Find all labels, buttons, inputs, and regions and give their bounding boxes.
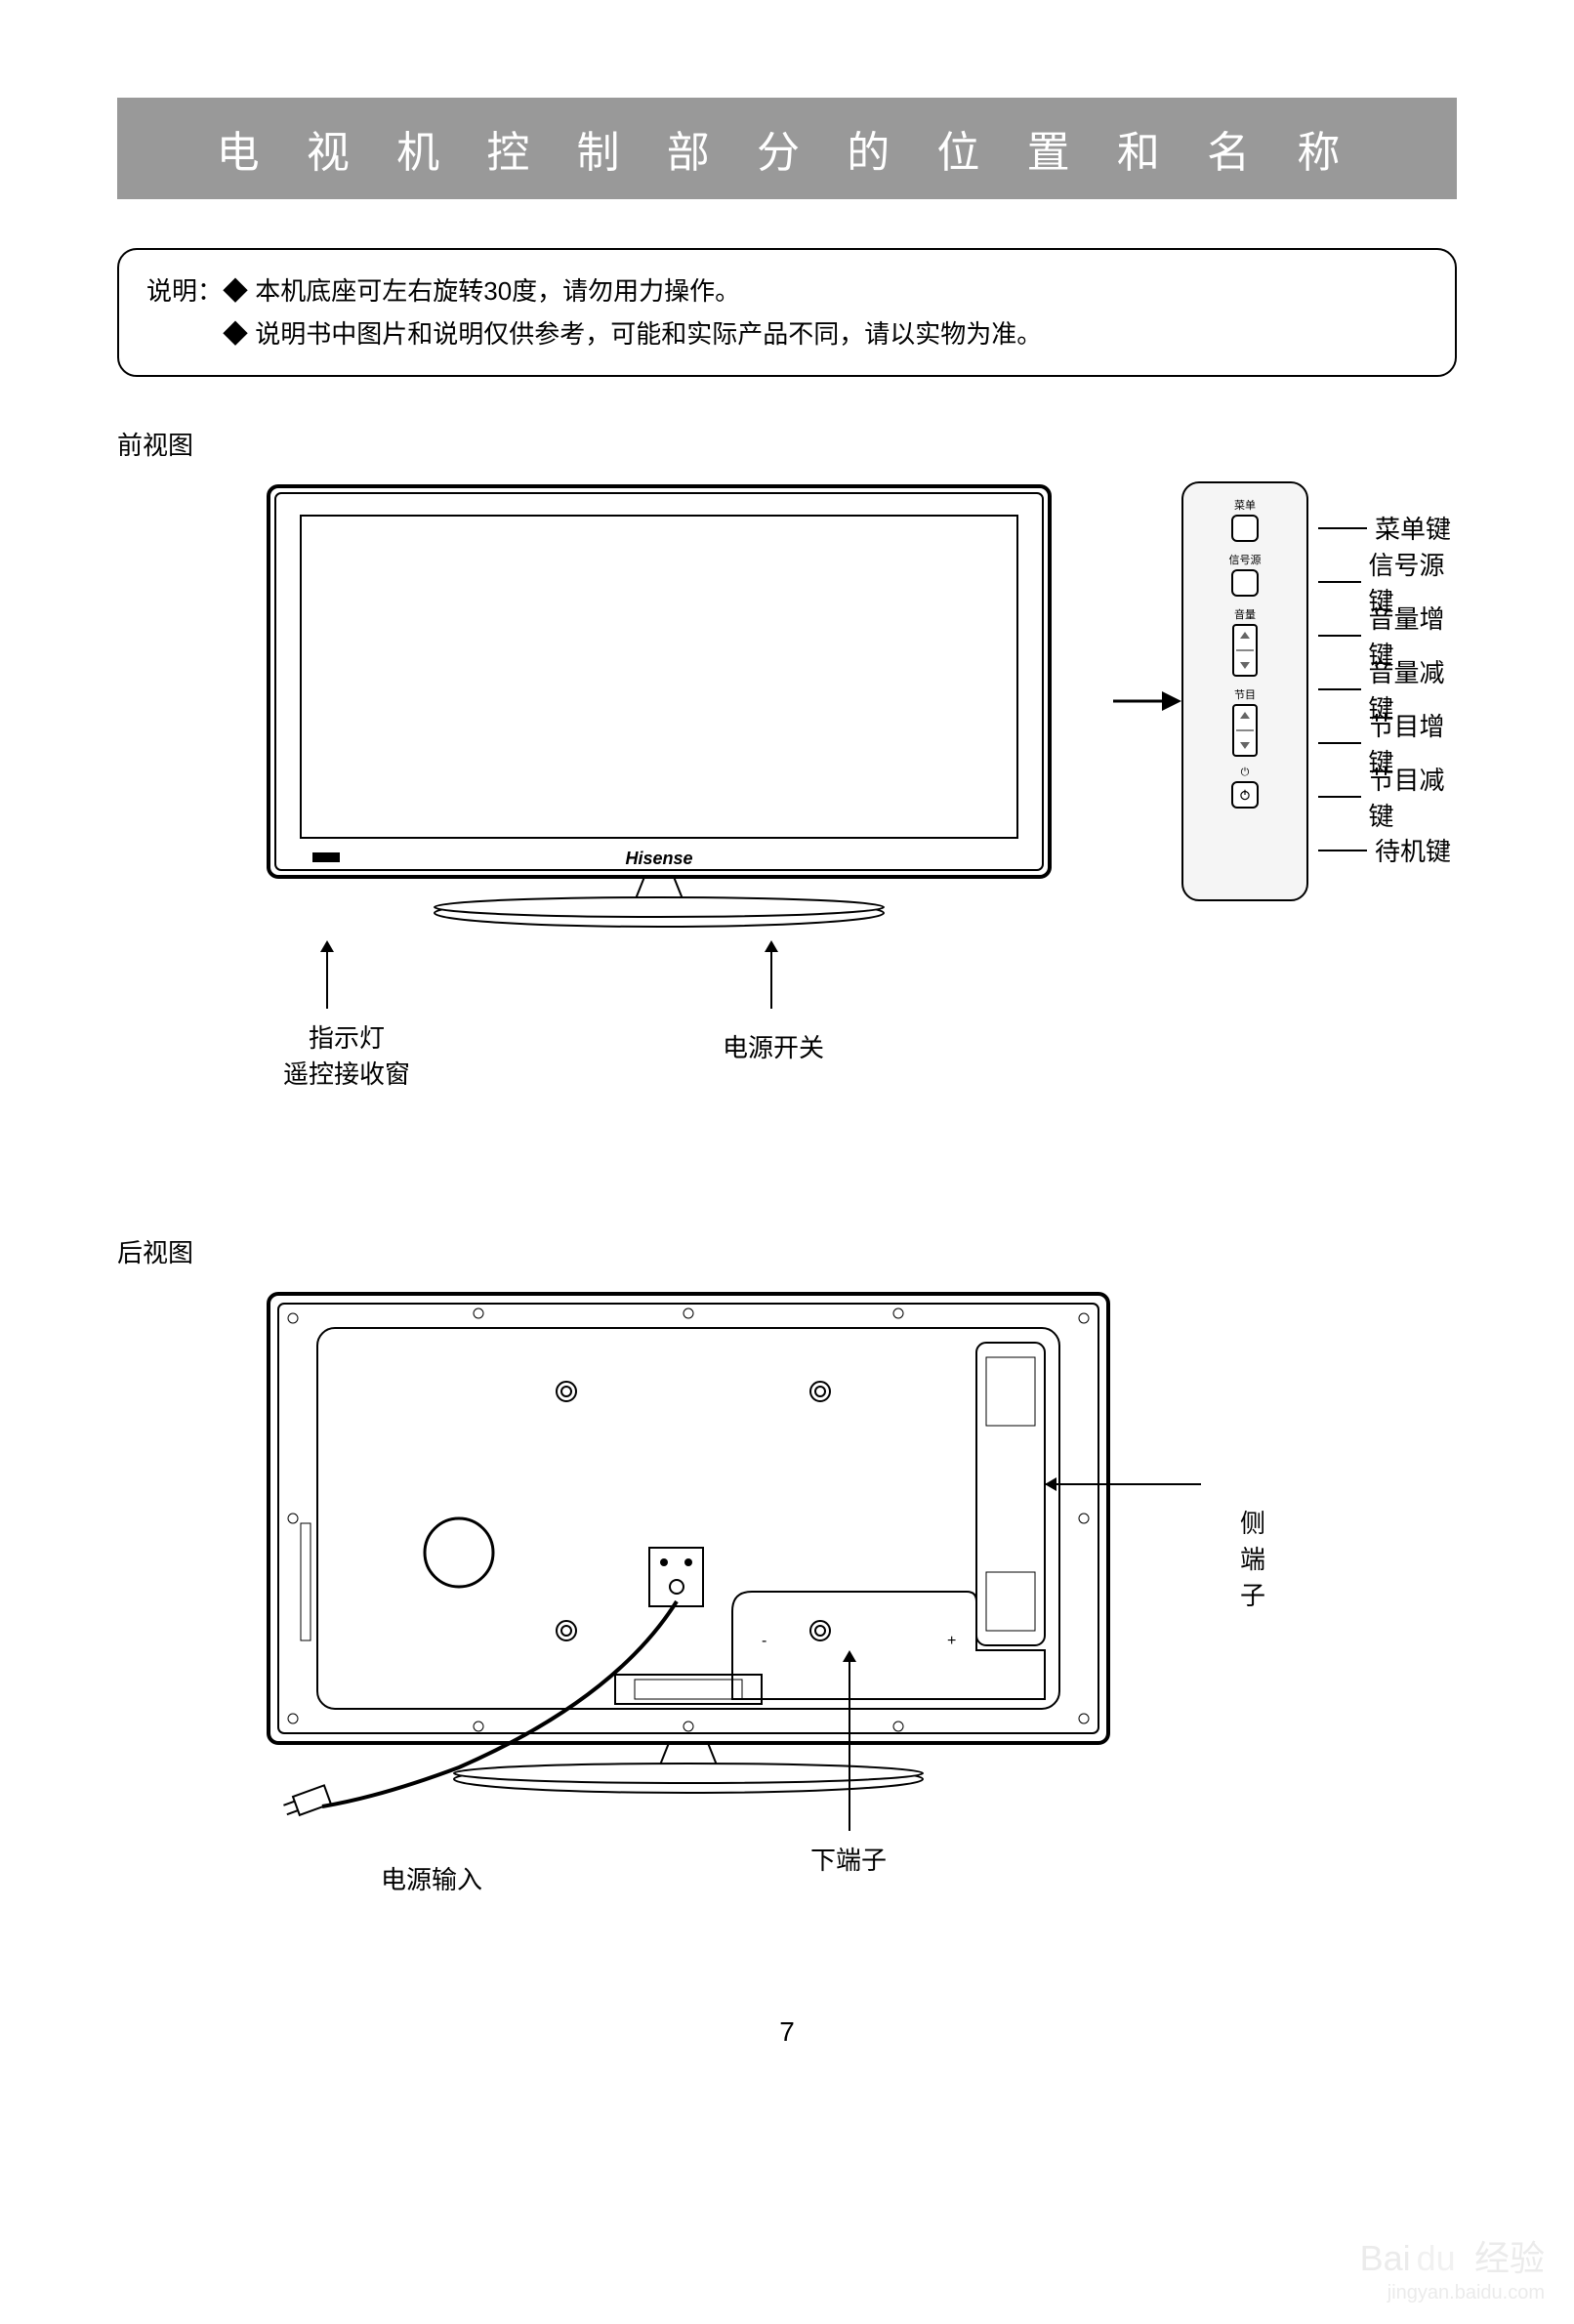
note-label: 说明： bbox=[146, 270, 223, 312]
rear-view-label: 后视图 bbox=[117, 1233, 1457, 1269]
note-bullet-2: 说明书中图片和说明仅供参考，可能和实际产品不同，请以实物为准。 bbox=[255, 319, 1042, 349]
tv-front-svg: Hisense bbox=[264, 481, 1094, 940]
note-bullet-1: 本机底座可左右旋转30度，请勿用力操作。 bbox=[255, 276, 740, 306]
leader-icon bbox=[1318, 796, 1361, 798]
leader-icon bbox=[1318, 635, 1361, 637]
callout-ch-down: 节目减键 bbox=[1369, 761, 1458, 833]
indicator-label-1: 指示灯 bbox=[283, 1018, 410, 1055]
standby-button[interactable] bbox=[1231, 781, 1259, 809]
svg-text:+: + bbox=[947, 1633, 956, 1649]
watermark-logo-2: 经验 bbox=[1474, 2238, 1545, 2278]
power-switch-label: 电源开关 bbox=[723, 1028, 824, 1064]
callout-menu: 菜单键 bbox=[1375, 510, 1451, 546]
leader-icon bbox=[1318, 850, 1367, 851]
bottom-terminal-label: 下端子 bbox=[810, 1841, 887, 1877]
leader-icon bbox=[1318, 527, 1367, 529]
front-view-diagram: Hisense 菜单 信号源 音量 节目 ⏻ 菜单键 信号源键 音量增键 音量减… bbox=[117, 481, 1457, 940]
svg-text:-: - bbox=[762, 1633, 766, 1649]
note-box: 说明：◆ 本机底座可左右旋转30度，请勿用力操作。 说明：◆ 说明书中图片和说明… bbox=[117, 248, 1457, 377]
panel-source-tiny-label: 信号源 bbox=[1183, 552, 1306, 567]
power-icon bbox=[1238, 788, 1252, 802]
page-title: 电 视 机 控 制 部 分 的 位 置 和 名 称 bbox=[217, 129, 1358, 177]
panel-channel-tiny-label: 节目 bbox=[1183, 686, 1306, 702]
front-view-label: 前视图 bbox=[117, 426, 1457, 462]
panel-menu-tiny-label: 菜单 bbox=[1183, 497, 1306, 513]
callout-standby: 待机键 bbox=[1375, 832, 1451, 868]
panel-power-tiny-label: ⏻ bbox=[1183, 767, 1306, 779]
panel-callouts: 菜单键 信号源键 音量增键 音量减键 节目增键 节目减键 待机键 bbox=[1318, 501, 1457, 877]
panel-volume-tiny-label: 音量 bbox=[1183, 606, 1306, 622]
tv-rear-svg: - + bbox=[264, 1289, 1221, 1836]
rear-bottom-labels: 电源输入 下端子 bbox=[264, 1841, 1457, 1958]
leader-icon bbox=[1318, 742, 1361, 744]
menu-button[interactable] bbox=[1231, 515, 1259, 542]
leader-icon bbox=[1318, 581, 1361, 583]
watermark: Baidu 经验 jingyan.baidu.com bbox=[1354, 2228, 1545, 2304]
page-number: 7 bbox=[117, 2016, 1457, 2048]
side-terminal-label: 侧端子 bbox=[1240, 1504, 1265, 1612]
leader-icon bbox=[1318, 688, 1361, 690]
rear-view-diagram: - + 侧端子 bbox=[264, 1289, 1240, 1841]
watermark-url: jingyan.baidu.com bbox=[1354, 2282, 1545, 2304]
power-input-label: 电源输入 bbox=[381, 1860, 482, 1896]
page-title-bar: 电 视 机 控 制 部 分 的 位 置 和 名 称 bbox=[117, 98, 1457, 199]
side-control-panel: 菜单 信号源 音量 节目 ⏻ bbox=[1181, 481, 1308, 901]
indicator-label-2: 遥控接收窗 bbox=[283, 1055, 410, 1091]
watermark-logo: Baidu bbox=[1360, 2238, 1456, 2278]
channel-rocker[interactable] bbox=[1232, 704, 1258, 757]
front-bottom-callouts: 指示灯 遥控接收窗 电源开关 bbox=[264, 940, 1457, 1116]
arrow-to-panel-icon bbox=[1113, 686, 1181, 716]
volume-rocker[interactable] bbox=[1232, 624, 1258, 677]
source-button[interactable] bbox=[1231, 569, 1259, 597]
brand-text: Hisense bbox=[625, 849, 692, 868]
